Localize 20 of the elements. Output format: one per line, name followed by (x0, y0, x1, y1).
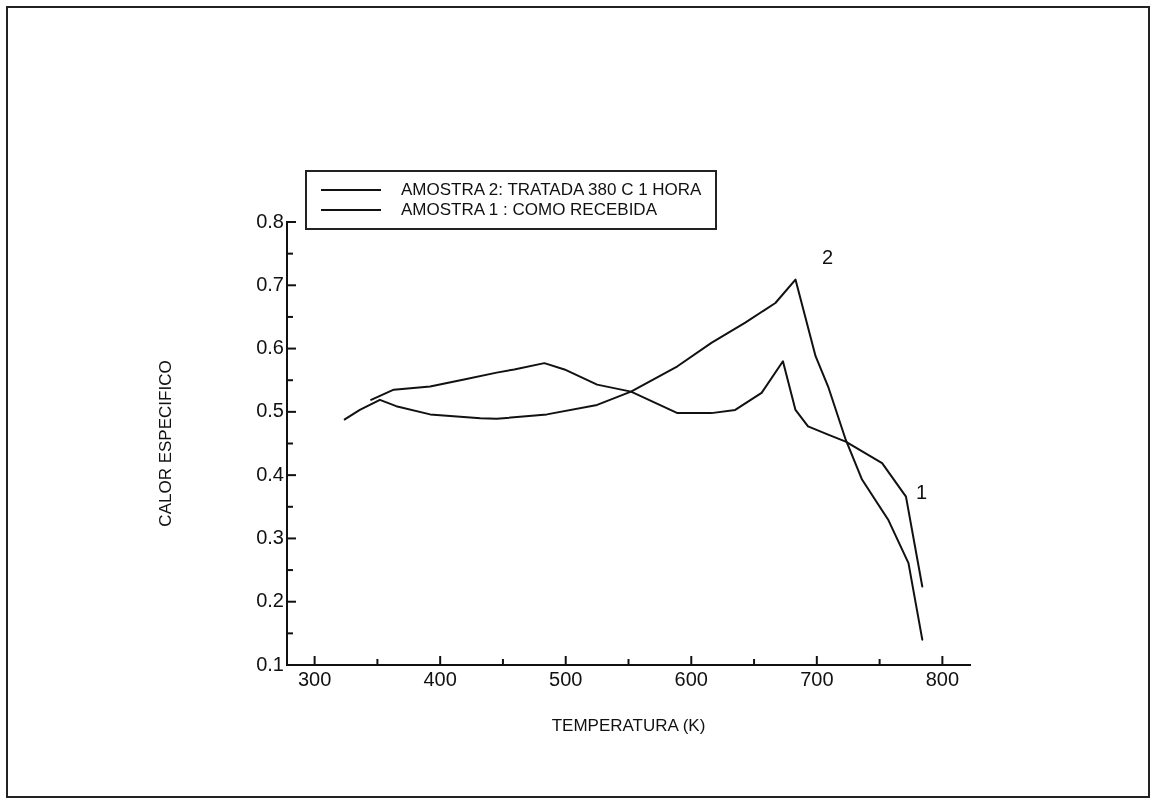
y-axis-title: CALOR ESPECIFICO (155, 360, 175, 527)
annotation: 2 (822, 245, 834, 268)
annotation: 1 (916, 480, 928, 503)
legend-label: AMOSTRA 2: TRATADA 380 C 1 HORA (401, 180, 702, 200)
y-tick-label: 0.8 (256, 209, 284, 232)
x-tick-label: 500 (549, 667, 583, 690)
y-tick-label: 0.6 (256, 336, 284, 359)
x-tick-label: 700 (800, 667, 834, 690)
y-tick-label: 0.5 (256, 399, 284, 422)
y-tick-label: 0.3 (256, 525, 284, 548)
legend-label: AMOSTRA 1 : COMO RECEBIDA (401, 200, 657, 220)
y-tick-label: 0.1 (256, 652, 284, 675)
x-tick-label: 400 (423, 667, 457, 690)
x-tick-label: 600 (674, 667, 708, 690)
x-tick-label: 300 (297, 667, 332, 690)
x-tick-label: 800 (925, 667, 960, 690)
x-axis-title: TEMPERATURA (K) (551, 716, 706, 736)
y-tick-label: 0.7 (256, 272, 284, 295)
y-tick-label: 0.2 (256, 589, 284, 612)
y-tick-label: 0.4 (256, 462, 284, 485)
